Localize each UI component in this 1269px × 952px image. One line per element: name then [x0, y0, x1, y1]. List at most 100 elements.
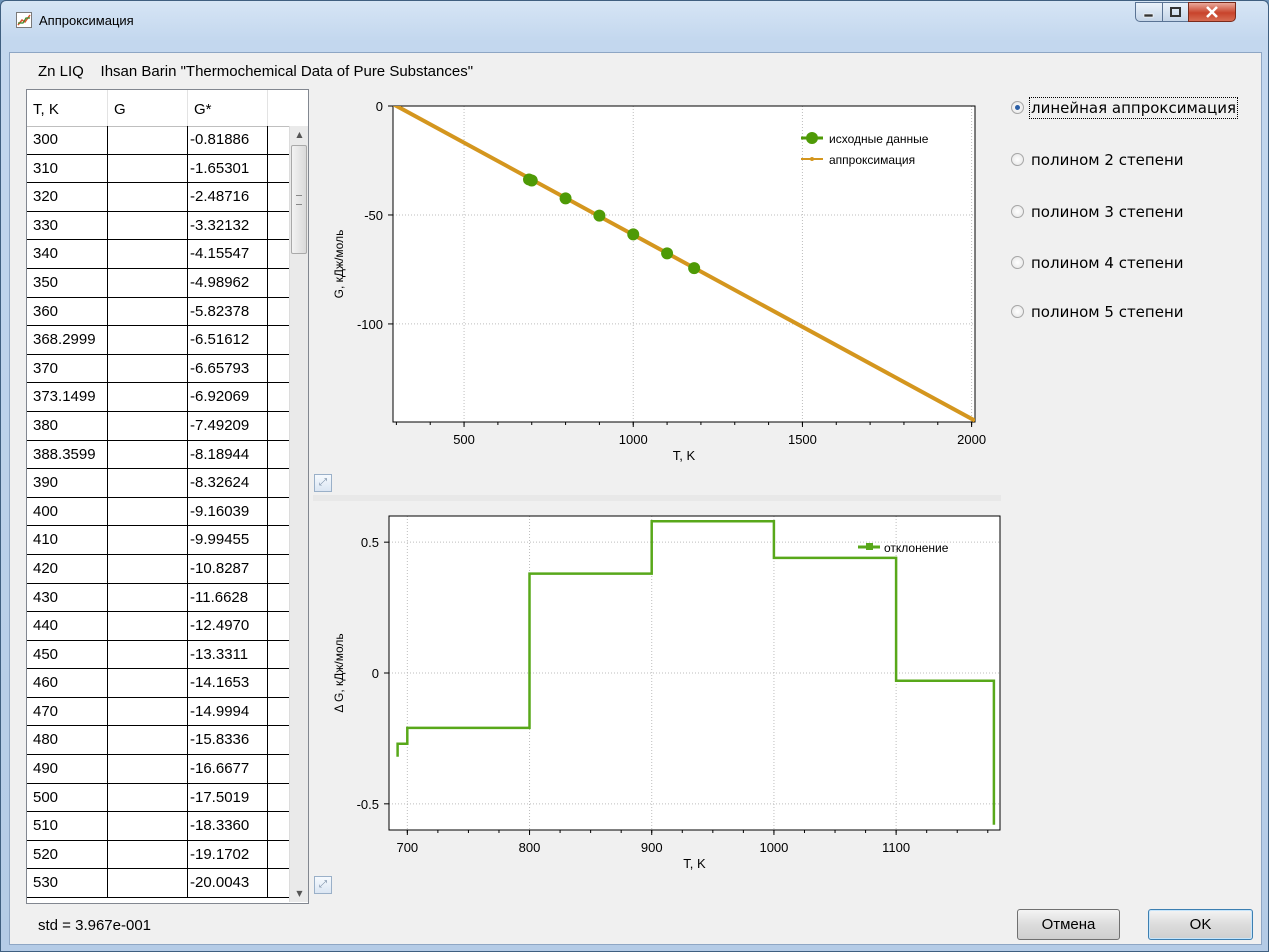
table-row[interactable]: 330 -3.32132: [27, 211, 290, 241]
cell-g[interactable]: [108, 840, 188, 869]
table-row[interactable]: 320 -2.48716: [27, 183, 290, 212]
cell-g[interactable]: [108, 326, 188, 355]
cell-g[interactable]: [108, 583, 188, 612]
cell-t[interactable]: 530: [27, 869, 108, 898]
cell-g-star[interactable]: -14.1653: [188, 669, 268, 698]
column-header-t[interactable]: T, K: [27, 90, 108, 126]
table-row[interactable]: 400 -9.16039: [27, 497, 290, 527]
expand-icon[interactable]: ⤢: [314, 474, 332, 492]
cell-t[interactable]: 460: [27, 669, 108, 698]
cell-t[interactable]: 390: [27, 469, 108, 498]
table-row[interactable]: 460 -14.1653: [27, 669, 290, 698]
cell-t[interactable]: 320: [27, 183, 108, 212]
column-header-g[interactable]: G: [108, 90, 188, 126]
plot-splitter[interactable]: [313, 495, 1001, 501]
radio-button-icon[interactable]: [1011, 205, 1024, 218]
cell-g-star[interactable]: -14.9994: [188, 697, 268, 726]
cell-g[interactable]: [108, 183, 188, 212]
table-row[interactable]: 380 -7.49209: [27, 411, 290, 441]
cell-g-star[interactable]: -13.3311: [188, 640, 268, 669]
table-row[interactable]: 480 -15.8336: [27, 726, 290, 756]
cell-t[interactable]: 480: [27, 726, 108, 755]
cell-g[interactable]: [108, 240, 188, 269]
cell-g[interactable]: [108, 812, 188, 841]
table-row[interactable]: 310 -1.65301: [27, 154, 290, 184]
table-row[interactable]: 410 -9.99455: [27, 526, 290, 555]
cell-t[interactable]: 490: [27, 755, 108, 784]
cell-g-star[interactable]: -15.8336: [188, 726, 268, 755]
table-row[interactable]: 300 -0.81886: [27, 126, 290, 155]
radio-button-icon[interactable]: [1011, 256, 1024, 269]
energy-chart[interactable]: 500 1000 1500 2000 0 -50 -100 T, K G, кДж/моль ис…: [313, 89, 1001, 491]
cell-g-star[interactable]: -10.8287: [188, 554, 268, 583]
scroll-up-icon[interactable]: ▲: [296, 130, 303, 139]
cell-g[interactable]: [108, 440, 188, 469]
title-bar[interactable]: Аппроксимация: [1, 1, 1268, 43]
expand-icon[interactable]: ⤢: [314, 876, 332, 894]
table-row[interactable]: 530 -20.0043: [27, 869, 290, 899]
cell-g-star[interactable]: -4.15547: [188, 240, 268, 269]
cell-t[interactable]: 440: [27, 612, 108, 641]
cell-g[interactable]: [108, 755, 188, 784]
table-row[interactable]: 370 -6.65793: [27, 354, 290, 384]
cell-t[interactable]: 373.1499: [27, 383, 108, 412]
table-row[interactable]: 360 -5.82378: [27, 297, 290, 327]
cell-t[interactable]: 500: [27, 783, 108, 812]
radio-button-icon[interactable]: [1011, 101, 1024, 114]
table-row[interactable]: 350 -4.98962: [27, 268, 290, 298]
table-row[interactable]: 340 -4.15547: [27, 240, 290, 269]
cell-g-star[interactable]: -0.81886: [188, 126, 268, 154]
cell-g[interactable]: [108, 268, 188, 297]
column-header-g-star[interactable]: G*: [188, 90, 268, 126]
cell-g[interactable]: [108, 154, 188, 183]
cell-g[interactable]: [108, 211, 188, 240]
cell-g[interactable]: [108, 126, 188, 154]
cell-g[interactable]: [108, 554, 188, 583]
cell-t[interactable]: 340: [27, 240, 108, 269]
cell-g-star[interactable]: -17.5019: [188, 783, 268, 812]
cell-t[interactable]: 510: [27, 812, 108, 841]
radio-button-icon[interactable]: [1011, 305, 1024, 318]
cancel-button[interactable]: Отмена: [1017, 909, 1120, 940]
cell-t[interactable]: 300: [27, 126, 108, 154]
data-grid[interactable]: T, K G G* 300 -0.81886 310 -1.65301 320 -2.48…: [26, 89, 309, 904]
table-row[interactable]: 520 -19.1702: [27, 840, 290, 870]
cell-g[interactable]: [108, 640, 188, 669]
close-button[interactable]: [1188, 2, 1236, 22]
cell-t[interactable]: 470: [27, 697, 108, 726]
cell-g[interactable]: [108, 697, 188, 726]
scrollbar-thumb[interactable]: [291, 145, 307, 254]
cell-t[interactable]: 450: [27, 640, 108, 669]
cell-g-star[interactable]: -2.48716: [188, 183, 268, 212]
cell-g[interactable]: [108, 783, 188, 812]
cell-g-star[interactable]: -6.51612: [188, 326, 268, 355]
deviation-chart[interactable]: 700 800 900 1000 1100 0.5 0 -0.5 T, K Δ G, кДж/мо…: [313, 499, 1001, 897]
cell-g-star[interactable]: -1.65301: [188, 154, 268, 183]
cell-g[interactable]: [108, 497, 188, 526]
cell-t[interactable]: 368.2999: [27, 326, 108, 355]
table-row[interactable]: 430 -11.6628: [27, 583, 290, 613]
scroll-down-icon[interactable]: ▼: [296, 889, 303, 898]
cell-t[interactable]: 420: [27, 554, 108, 583]
cell-g[interactable]: [108, 669, 188, 698]
ok-button[interactable]: OK: [1148, 909, 1253, 940]
cell-g-star[interactable]: -11.6628: [188, 583, 268, 612]
cell-g[interactable]: [108, 354, 188, 383]
cell-t[interactable]: 330: [27, 211, 108, 240]
table-row[interactable]: 440 -12.4970: [27, 612, 290, 641]
table-row[interactable]: 470 -14.9994: [27, 697, 290, 727]
cell-t[interactable]: 388.3599: [27, 440, 108, 469]
cell-t[interactable]: 370: [27, 354, 108, 383]
cell-g[interactable]: [108, 612, 188, 641]
cell-g[interactable]: [108, 297, 188, 326]
table-row[interactable]: 490 -16.6677: [27, 755, 290, 784]
cell-g-star[interactable]: -6.65793: [188, 354, 268, 383]
cell-t[interactable]: 520: [27, 840, 108, 869]
table-row[interactable]: 450 -13.3311: [27, 640, 290, 670]
cell-g-star[interactable]: -9.16039: [188, 497, 268, 526]
table-row[interactable]: 390 -8.32624: [27, 469, 290, 498]
cell-g-star[interactable]: -18.3360: [188, 812, 268, 841]
cell-t[interactable]: 310: [27, 154, 108, 183]
cell-g-star[interactable]: -8.32624: [188, 469, 268, 498]
cell-g-star[interactable]: -12.4970: [188, 612, 268, 641]
